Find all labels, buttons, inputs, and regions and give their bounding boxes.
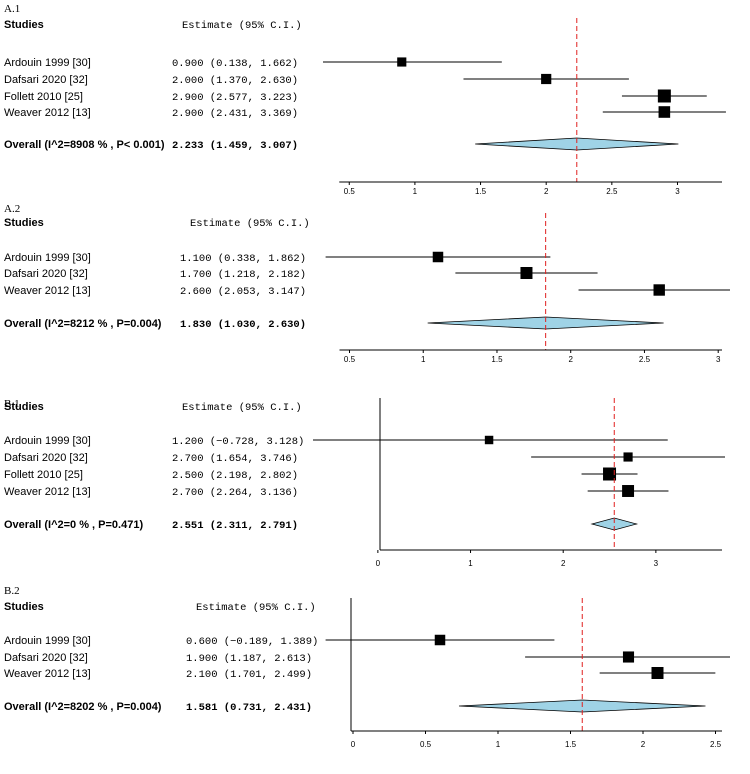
x-tick-label: 1.5 bbox=[475, 187, 487, 196]
x-tick-label: 2.5 bbox=[606, 187, 618, 196]
study-estimate-text: 2.700 (2.264, 3.136) bbox=[172, 487, 298, 499]
x-tick-label: 2 bbox=[561, 559, 566, 568]
point-estimate-square bbox=[541, 73, 552, 85]
study-name: Dafsari 2020 [32] bbox=[4, 452, 88, 464]
study-estimate-text: 0.900 (0.138, 1.662) bbox=[172, 58, 298, 70]
studies-header: Studies bbox=[4, 401, 44, 413]
study-name: Dafsari 2020 [32] bbox=[4, 652, 88, 664]
study-name: Follett 2010 [25] bbox=[4, 469, 83, 481]
x-tick-label: 1 bbox=[421, 355, 426, 364]
estimate-header: Estimate (95% C.I.) bbox=[182, 402, 302, 414]
overall-diamond bbox=[475, 137, 679, 151]
estimate-header: Estimate (95% C.I.) bbox=[190, 218, 310, 230]
study-estimate-text: 2.900 (2.431, 3.369) bbox=[172, 108, 298, 120]
overall-estimate-text: 1.830 (1.030, 2.630) bbox=[180, 319, 306, 331]
forest-panel-B-2: B.2 Studies Estimate (95% C.I.) Ardouin 199… bbox=[4, 585, 730, 749]
overall-diamond bbox=[427, 316, 664, 330]
study-estimate-text: 1.700 (1.218, 2.182) bbox=[180, 269, 306, 281]
study-estimate-text: 2.500 (2.198, 2.802) bbox=[172, 470, 298, 482]
x-tick-label: 0 bbox=[376, 559, 381, 568]
study-estimate-text: 0.600 (−0.189, 1.389) bbox=[186, 636, 318, 648]
study-estimate-text: 2.000 (1.370, 2.630) bbox=[172, 75, 298, 87]
study-name: Weaver 2012 [13] bbox=[4, 285, 91, 297]
x-tick-label: 1 bbox=[496, 740, 501, 749]
x-tick-label: 3 bbox=[654, 559, 659, 568]
study-estimate-text: 2.100 (1.701, 2.499) bbox=[186, 669, 312, 681]
panel-label: B.2 bbox=[4, 585, 20, 597]
forest-panel-A-2: A.2 Studies Estimate (95% C.I.) Ardouin 199… bbox=[4, 203, 730, 364]
overall-diamond bbox=[590, 517, 639, 531]
panel-label: B.1 bbox=[4, 398, 20, 410]
study-estimate-text: 1.900 (1.187, 2.613) bbox=[186, 653, 312, 665]
x-tick-label: 3 bbox=[675, 187, 680, 196]
x-tick-label: 1.5 bbox=[491, 355, 503, 364]
study-estimate-text: 2.600 (2.053, 3.147) bbox=[180, 286, 306, 298]
overall-label: Overall (I^2=8908 % , P< 0.001) bbox=[4, 139, 165, 151]
study-estimate-text: 2.700 (1.654, 3.746) bbox=[172, 453, 298, 465]
point-estimate-square bbox=[651, 667, 664, 679]
x-tick-label: 3 bbox=[716, 355, 721, 364]
x-tick-label: 0.5 bbox=[420, 740, 432, 749]
study-estimate-text: 1.200 (−0.728, 3.128) bbox=[172, 436, 304, 448]
study-name: Dafsari 2020 [32] bbox=[4, 268, 88, 280]
study-estimate-text: 2.900 (2.577, 3.223) bbox=[172, 92, 298, 104]
x-tick-label: 2.5 bbox=[639, 355, 651, 364]
x-tick-label: 0.5 bbox=[344, 187, 356, 196]
point-estimate-square bbox=[434, 634, 446, 646]
study-name: Weaver 2012 [13] bbox=[4, 107, 91, 119]
study-estimate-text: 1.100 (0.338, 1.862) bbox=[180, 253, 306, 265]
panel-label: A.2 bbox=[4, 203, 20, 215]
x-tick-label: 0.5 bbox=[344, 355, 356, 364]
overall-estimate-text: 1.581 (0.731, 2.431) bbox=[186, 702, 312, 714]
overall-label: Overall (I^2=8212 % , P=0.004) bbox=[4, 318, 162, 330]
point-estimate-square bbox=[622, 485, 635, 497]
x-tick-label: 2 bbox=[544, 187, 549, 196]
overall-estimate-text: 2.233 (1.459, 3.007) bbox=[172, 140, 298, 152]
estimate-header: Estimate (95% C.I.) bbox=[196, 602, 316, 614]
overall-estimate-text: 2.551 (2.311, 2.791) bbox=[172, 520, 298, 532]
point-estimate-square bbox=[603, 467, 617, 481]
study-name: Ardouin 1999 [30] bbox=[4, 57, 91, 69]
point-estimate-square bbox=[432, 251, 444, 263]
point-estimate-square bbox=[520, 267, 533, 279]
study-name: Follett 2010 [25] bbox=[4, 91, 83, 103]
overall-label: Overall (I^2=0 % , P=0.471) bbox=[4, 519, 143, 531]
x-tick-label: 1 bbox=[413, 187, 418, 196]
x-tick-label: 2 bbox=[568, 355, 573, 364]
studies-header: Studies bbox=[4, 217, 44, 229]
estimate-header: Estimate (95% C.I.) bbox=[182, 20, 302, 32]
study-name: Dafsari 2020 [32] bbox=[4, 74, 88, 86]
point-estimate-square bbox=[657, 89, 671, 103]
point-estimate-square bbox=[623, 452, 633, 462]
studies-header: Studies bbox=[4, 601, 44, 613]
overall-label: Overall (I^2=8202 % , P=0.004) bbox=[4, 701, 162, 713]
point-estimate-square bbox=[658, 106, 671, 118]
studies-header: Studies bbox=[4, 19, 44, 31]
panel-label: A.1 bbox=[4, 3, 20, 15]
point-estimate-square bbox=[397, 57, 407, 67]
point-estimate-square bbox=[653, 284, 665, 296]
study-name: Ardouin 1999 [30] bbox=[4, 435, 91, 447]
study-name: Ardouin 1999 [30] bbox=[4, 635, 91, 647]
forest-panel-A-1: A.1 Studies Estimate (95% C.I.) Ardouin 199… bbox=[4, 3, 726, 196]
study-name: Weaver 2012 [13] bbox=[4, 486, 91, 498]
point-estimate-square bbox=[622, 651, 635, 663]
x-tick-label: 0 bbox=[351, 740, 356, 749]
x-tick-label: 2.5 bbox=[710, 740, 722, 749]
x-tick-label: 1 bbox=[468, 559, 473, 568]
x-tick-label: 1.5 bbox=[565, 740, 577, 749]
study-name: Weaver 2012 [13] bbox=[4, 668, 91, 680]
point-estimate-square bbox=[484, 435, 494, 445]
x-tick-label: 2 bbox=[641, 740, 646, 749]
study-name: Ardouin 1999 [30] bbox=[4, 252, 91, 264]
